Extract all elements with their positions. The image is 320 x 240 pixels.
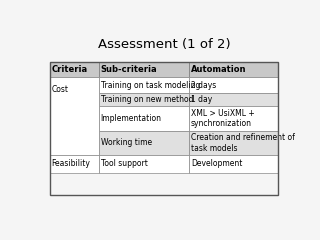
Bar <box>99 62 189 77</box>
Text: XML > UsiXML +
synchronization: XML > UsiXML + synchronization <box>191 108 255 128</box>
Text: Creation and refinement of
task models: Creation and refinement of task models <box>191 133 295 153</box>
Bar <box>189 106 278 131</box>
Bar <box>99 106 189 131</box>
Text: 1 day: 1 day <box>191 95 212 104</box>
Text: Tool support: Tool support <box>101 159 148 168</box>
Bar <box>189 77 278 93</box>
Text: Assessment (1 of 2): Assessment (1 of 2) <box>98 38 230 51</box>
Text: Feasibility: Feasibility <box>52 159 91 168</box>
Text: Criteria: Criteria <box>52 65 88 74</box>
Bar <box>99 93 189 106</box>
Bar <box>50 62 99 77</box>
Bar <box>50 62 278 195</box>
Bar <box>189 62 278 77</box>
Text: Sub-criteria: Sub-criteria <box>101 65 157 74</box>
Bar <box>50 77 99 155</box>
Bar <box>99 131 189 155</box>
Text: Cost: Cost <box>52 84 69 94</box>
Text: Working time: Working time <box>101 138 152 147</box>
Bar <box>50 155 99 173</box>
Text: Training on task modeling: Training on task modeling <box>101 80 200 90</box>
Bar <box>189 131 278 155</box>
Text: Automation: Automation <box>191 65 246 74</box>
Text: 2 days: 2 days <box>191 80 216 90</box>
Text: Implementation: Implementation <box>101 114 162 123</box>
Bar <box>189 93 278 106</box>
Bar <box>99 77 189 93</box>
Text: Development: Development <box>191 159 242 168</box>
Bar <box>189 155 278 173</box>
Bar <box>99 155 189 173</box>
Text: Training on new method: Training on new method <box>101 95 193 104</box>
